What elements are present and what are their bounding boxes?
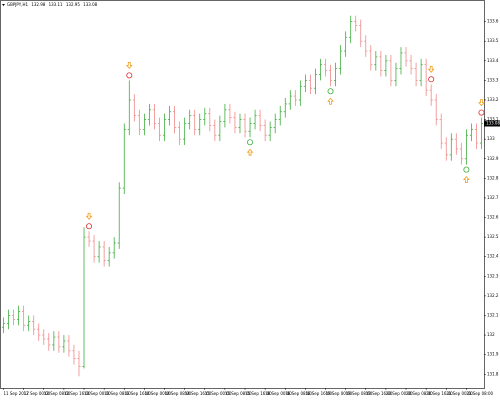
buy-marker [463, 166, 470, 173]
plot-frame [0, 0, 485, 389]
current-price-box [484, 120, 500, 127]
buy-arrow [246, 148, 254, 156]
y-tick-label: 131.9 [487, 352, 499, 357]
y-tick-label: 132 [487, 332, 495, 337]
x-tick-label: 21 Sep 08:00 [466, 391, 493, 396]
y-tick-label: 132.7 [487, 195, 499, 200]
x-tick-label: 15 Sep 00:00 [205, 391, 232, 396]
sell-marker [478, 109, 485, 116]
y-tick-label: 132.6 [487, 215, 499, 220]
x-tick-label: 18 Sep 08:00 [285, 391, 312, 396]
x-tick-label: 14 Sep 08:00 [165, 391, 192, 396]
y-tick-label: 131.8 [487, 371, 499, 376]
y-tick-label: 133.1 [487, 117, 499, 122]
x-tick-label: 11 Sep 2017 [4, 391, 30, 396]
y-tick-label: 133.4 [487, 58, 499, 63]
sell-marker [428, 76, 435, 83]
header-icon [2, 4, 5, 6]
x-tick-label: 20 Sep 00:00 [386, 391, 413, 396]
y-tick-label: 133.5 [487, 38, 499, 43]
symbol: GBPJPY,H1 [7, 2, 28, 7]
buy-marker [247, 139, 254, 146]
last-high: 133.11 [49, 2, 63, 7]
x-tick-label: 13 Sep 00:00 [84, 391, 111, 396]
header: GBPJPY,H1 132.98 133.11 132.95 133.08 [2, 2, 98, 7]
y-tick-label: 132.4 [487, 254, 499, 259]
x-tick-label: 20 Sep 08:00 [406, 391, 433, 396]
last-open: 132.98 [31, 2, 45, 7]
x-tick-label: 12 Sep 08:00 [44, 391, 71, 396]
last-low: 132.95 [66, 2, 80, 7]
x-tick-label: 12 Sep 16:00 [64, 391, 91, 396]
header-text: GBPJPY,H1 132.98 133.11 132.95 133.08 [7, 2, 98, 7]
last-close: 133.08 [83, 2, 97, 7]
sell-arrow [125, 61, 133, 70]
y-tick-label: 132.9 [487, 156, 499, 161]
x-tick-label: 14 Sep 00:00 [144, 391, 171, 396]
y-tick-label: 133.3 [487, 77, 499, 82]
x-tick-label: 15 Sep 08:00 [225, 391, 252, 396]
sell-arrow [478, 99, 485, 107]
sell-marker [126, 72, 133, 79]
x-tick-label: 19 Sep 16:00 [366, 391, 393, 396]
x-tick-label: 18 Sep 00:00 [265, 391, 292, 396]
x-tick-label: 13 Sep 08:00 [104, 391, 131, 396]
current-price-label: 133.08 [486, 120, 500, 125]
x-tick-label: 19 Sep 08:00 [346, 391, 373, 396]
y-tick-label: 132.2 [487, 293, 499, 298]
y-tick-label: 132.3 [487, 273, 499, 278]
x-tick-label: 15 Sep 16:00 [245, 391, 272, 396]
x-tick-label: 21 Sep 00:00 [446, 391, 473, 396]
y-tick-label: 132.1 [487, 313, 499, 318]
x-tick-label: 18 Sep 16:00 [305, 391, 332, 396]
y-tick-label: 133.2 [487, 97, 499, 102]
buy-arrow [327, 97, 334, 105]
x-tick-label: 19 Sep 00:00 [326, 391, 353, 396]
y-tick-label: 133 [487, 136, 495, 141]
sell-arrow [427, 65, 435, 73]
sell-marker [86, 223, 93, 230]
x-tick-label: 12 Sep 00:00 [24, 391, 51, 396]
x-tick-label: 13 Sep 16:00 [124, 391, 151, 396]
y-tick-label: 133.6 [487, 19, 499, 24]
buy-arrow [463, 176, 470, 184]
y-tick-label: 132.5 [487, 234, 499, 239]
sell-arrow [85, 212, 93, 220]
y-tick-label: 132.8 [487, 175, 499, 180]
x-tick-label: 14 Sep 16:00 [185, 391, 212, 396]
buy-marker [327, 88, 334, 95]
x-tick-label: 20 Sep 16:00 [426, 391, 453, 396]
